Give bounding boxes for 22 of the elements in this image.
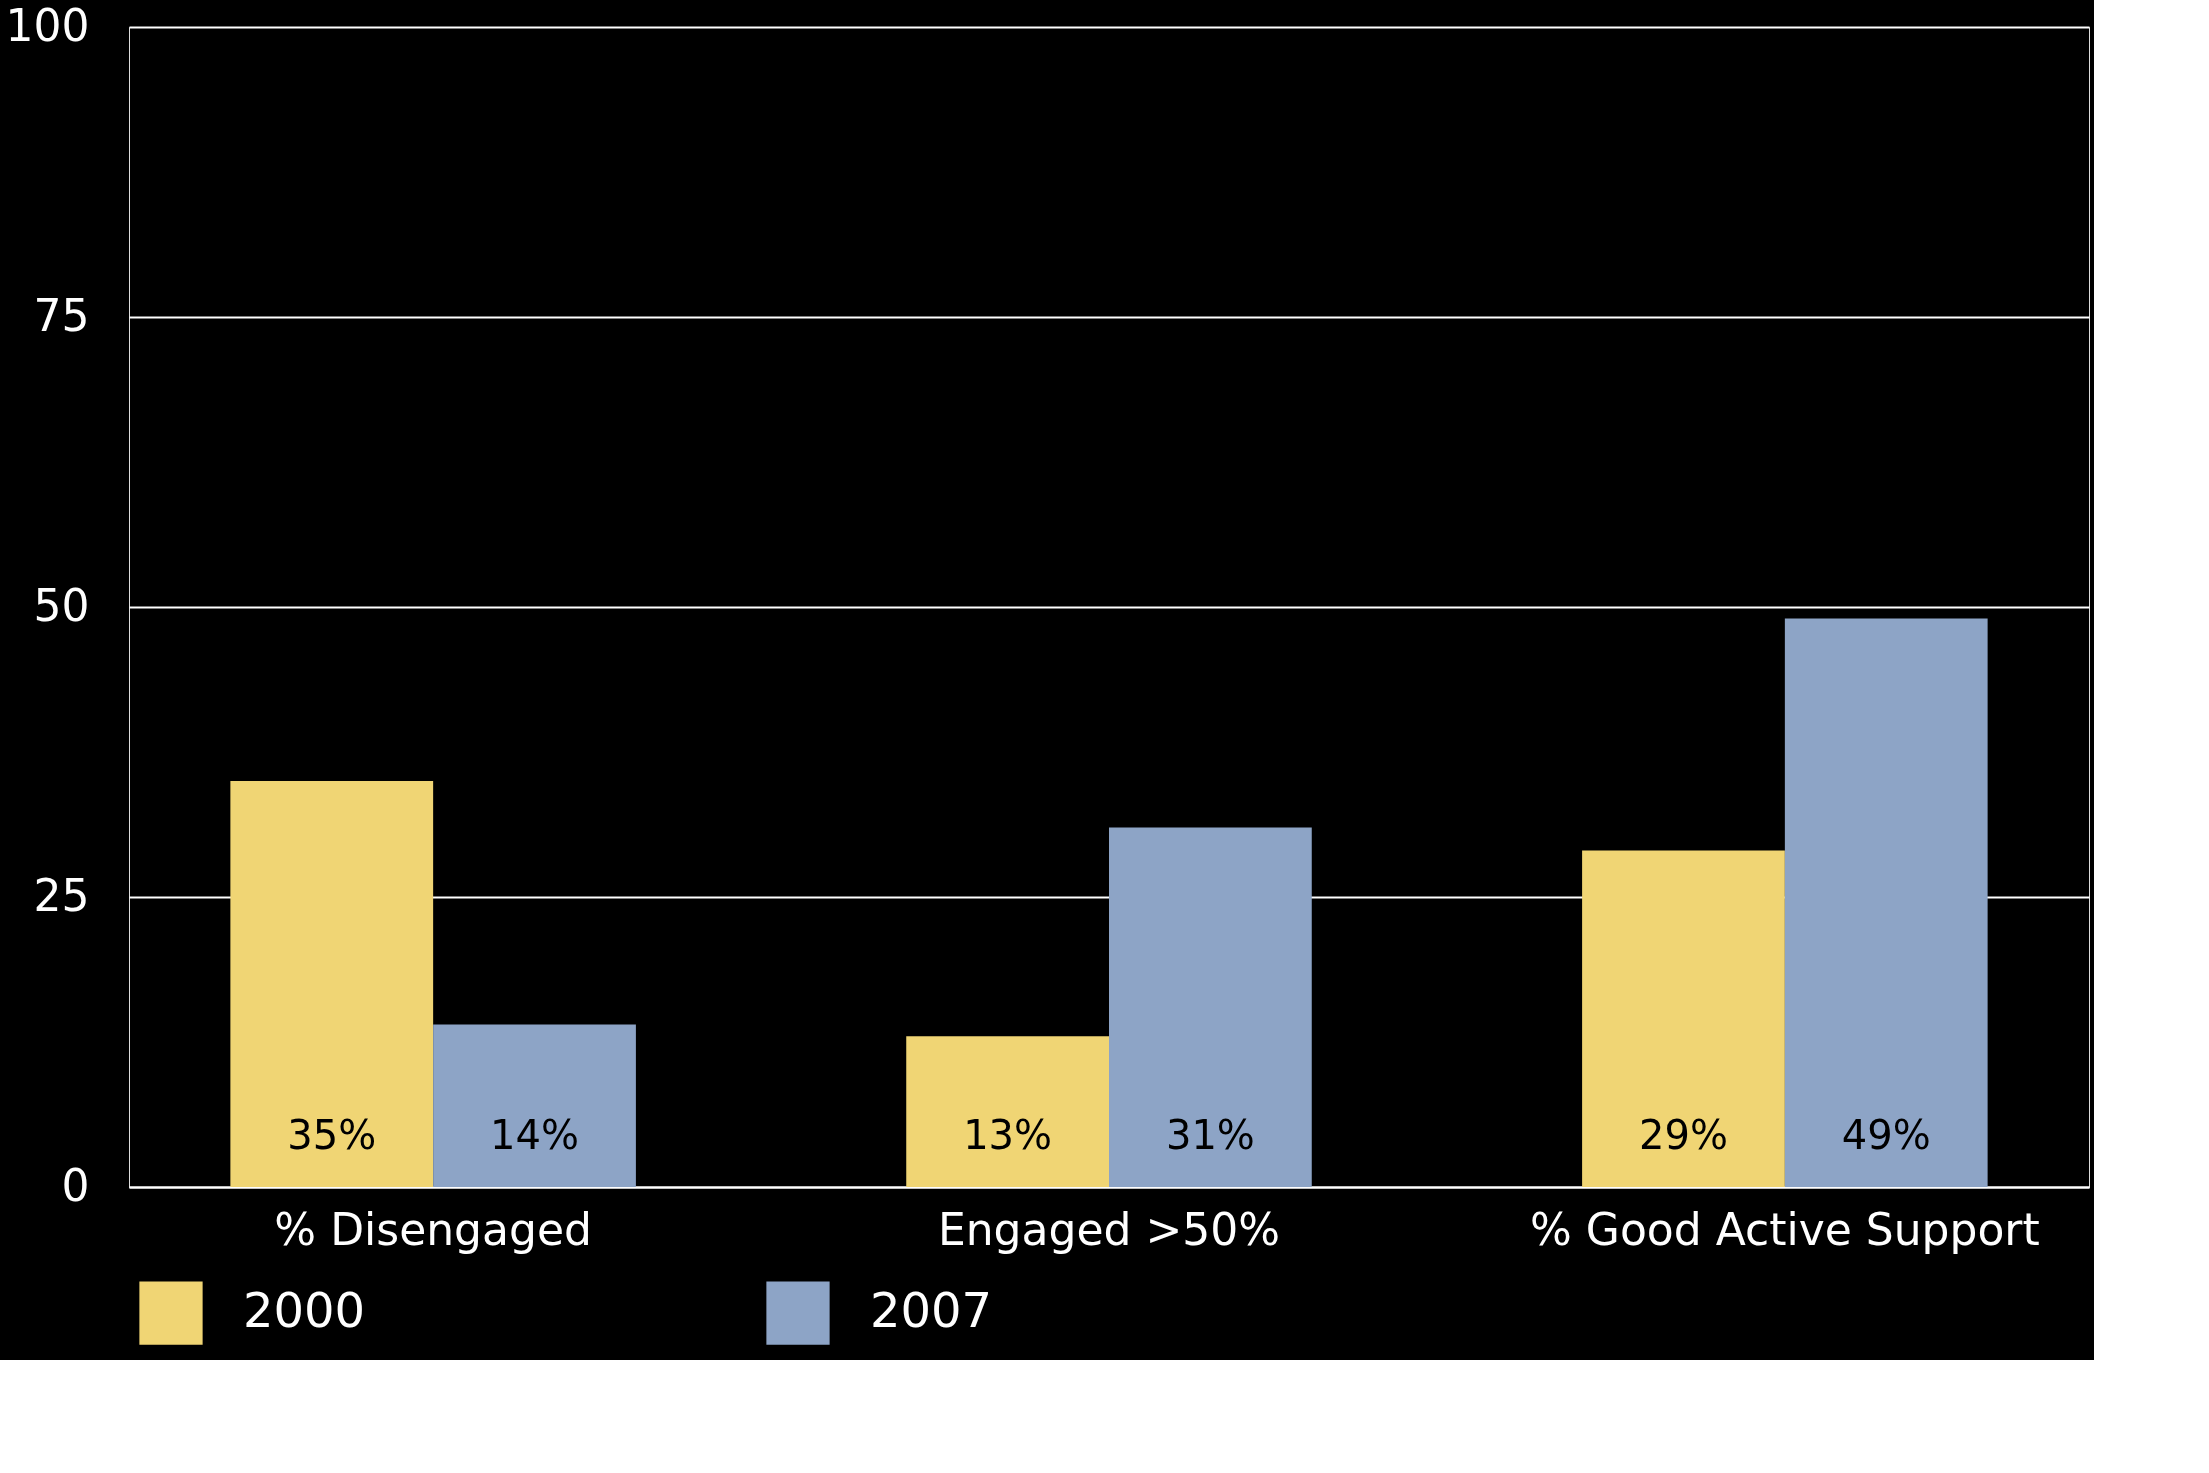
y-tick-label: 25 (33, 869, 90, 921)
x-tick-label: % Disengaged (274, 1203, 592, 1255)
bar (230, 781, 434, 1187)
bar (906, 1036, 1109, 1187)
y-tick-label: 75 (33, 289, 90, 341)
bar (1109, 827, 1312, 1187)
bar (1784, 618, 1988, 1187)
x-tick-label: Engaged >50% (937, 1203, 1281, 1255)
data-label: 13% (963, 1112, 1053, 1158)
data-label: 14% (490, 1112, 579, 1158)
legend-label: 2007 (870, 1282, 993, 1339)
data-label: 31% (1165, 1112, 1255, 1158)
legend-label: 2000 (243, 1282, 366, 1339)
bar (1582, 850, 1785, 1187)
y-tick-label: 50 (33, 579, 90, 631)
data-label: 29% (1639, 1112, 1728, 1158)
x-tick-label: % Good Active Support (1530, 1203, 2040, 1255)
data-label: 35% (287, 1112, 377, 1158)
bar (433, 1024, 636, 1187)
y-tick-label: 0 (61, 1159, 90, 1211)
y-tick-label: 100 (5, 0, 90, 51)
data-label: 49% (1841, 1112, 1931, 1158)
